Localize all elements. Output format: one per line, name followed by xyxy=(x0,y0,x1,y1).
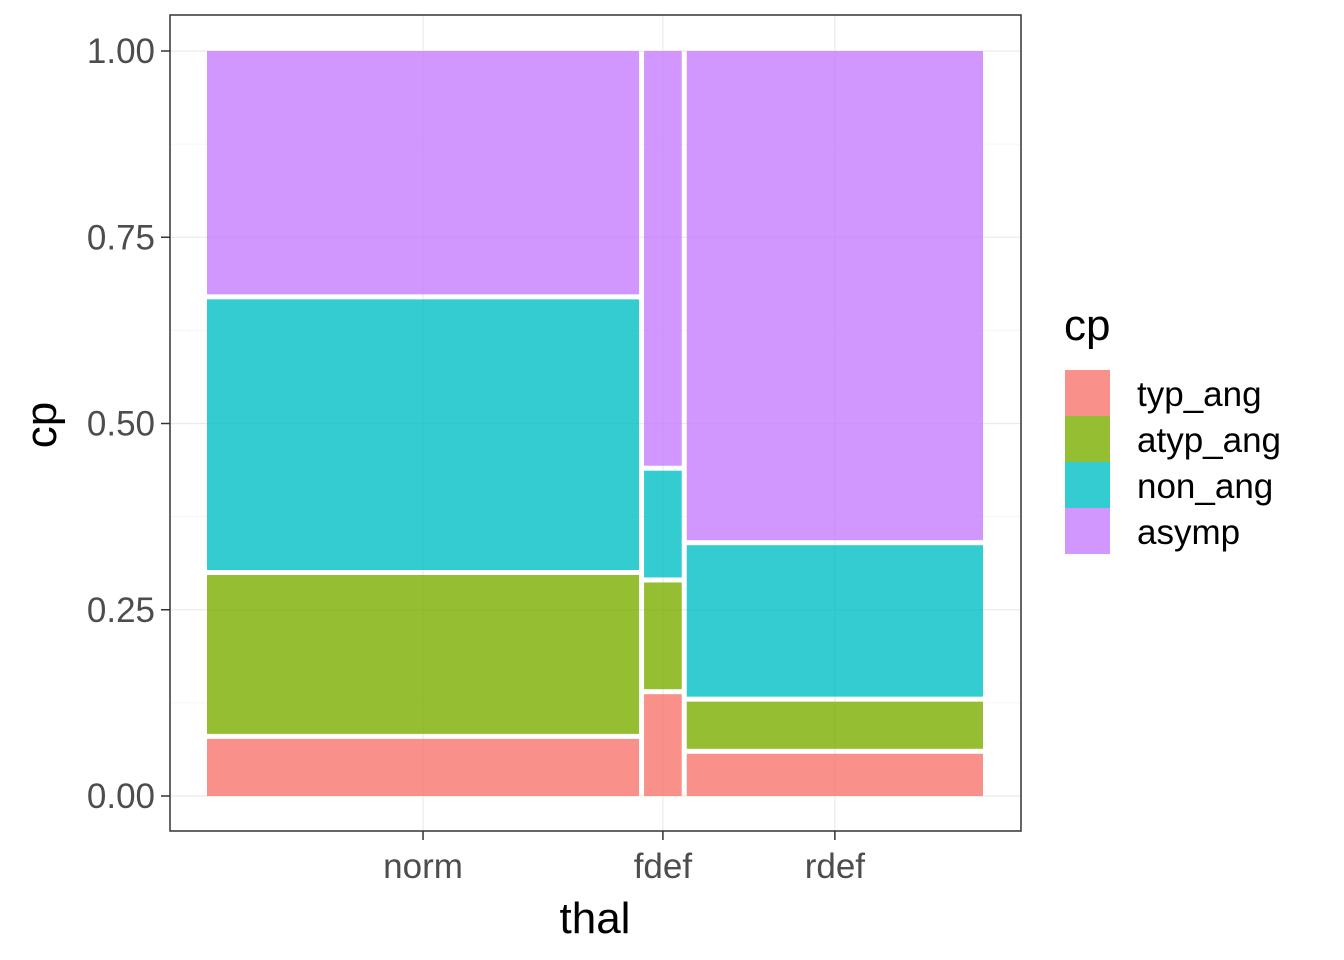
tile-rdef-asymp xyxy=(686,51,983,541)
legend-key-asymp xyxy=(1065,508,1110,554)
tile-rdef-typ_ang xyxy=(686,753,983,796)
legend-key-non_ang xyxy=(1065,462,1110,508)
tile-fdef-atyp_ang xyxy=(644,582,682,690)
tile-norm-non_ang xyxy=(207,299,640,570)
y-tick-label: 0.75 xyxy=(87,218,155,257)
mosaic-tiles xyxy=(207,51,983,796)
legend-key-typ_ang xyxy=(1065,370,1110,416)
y-tick-label: 0.25 xyxy=(87,591,155,630)
tile-fdef-typ_ang xyxy=(644,694,682,796)
x-axis: norm fdef rdef xyxy=(383,831,865,886)
tile-rdef-non_ang xyxy=(686,545,983,697)
x-tick-label: norm xyxy=(383,847,463,886)
tile-fdef-asymp xyxy=(644,51,682,466)
x-tick-label: rdef xyxy=(805,847,866,886)
tile-norm-atyp_ang xyxy=(207,575,640,734)
legend-label-atyp_ang: atyp_ang xyxy=(1137,421,1281,460)
y-tick-label: 1.00 xyxy=(87,32,155,71)
x-axis-title: thal xyxy=(560,894,631,943)
y-tick-label: 0.00 xyxy=(87,777,155,816)
x-tick-label: fdef xyxy=(634,847,693,886)
legend-label-typ_ang: typ_ang xyxy=(1137,375,1262,414)
tile-norm-asymp xyxy=(207,51,640,295)
legend-key-atyp_ang xyxy=(1065,416,1110,462)
tile-rdef-atyp_ang xyxy=(686,701,983,749)
tile-fdef-non_ang xyxy=(644,470,682,578)
tile-norm-typ_ang xyxy=(207,738,640,796)
y-axis-title: cp xyxy=(17,402,66,448)
legend-title: cp xyxy=(1064,301,1110,350)
legend-label-asymp: asymp xyxy=(1137,513,1240,552)
y-tick-label: 0.50 xyxy=(87,405,155,444)
y-axis: 0.00 0.25 0.50 0.75 1.00 xyxy=(87,32,170,816)
legend-label-non_ang: non_ang xyxy=(1137,467,1273,506)
